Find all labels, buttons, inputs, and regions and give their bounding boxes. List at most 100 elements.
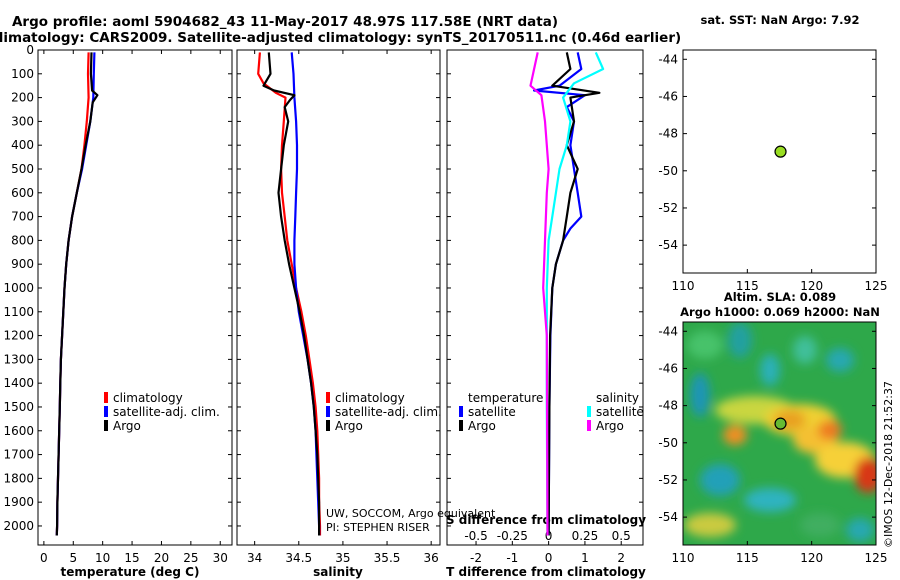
- difference-legend: temperature salinity satellite Argo sate…: [459, 391, 644, 433]
- x-tick-label-tdiff: 2: [617, 551, 625, 565]
- legend-label-argo: Argo: [113, 419, 141, 433]
- x-tick-label-tdiff: 0: [545, 551, 553, 565]
- x-tick-label: 15: [124, 551, 139, 565]
- map-x-tick-label: 115: [736, 551, 759, 565]
- x-tick-label: 35.5: [374, 551, 401, 565]
- argo-position-marker-sla: [774, 417, 787, 430]
- x-tick-label: 10: [95, 551, 110, 565]
- y-tick-label-pressure: 1400: [3, 376, 34, 390]
- legend-label-s-satellite: satellite: [596, 405, 644, 419]
- x-tick-label: 36: [424, 551, 439, 565]
- y-tick-label-pressure: 400: [11, 138, 34, 152]
- map-y-tick-label: -46: [658, 361, 678, 375]
- sla-map-title-line1: Altim. SLA: 0.089: [724, 290, 836, 304]
- map-x-tick-label: 120: [800, 279, 823, 293]
- x-tick-label: 5: [69, 551, 77, 565]
- map-y-tick-label: -52: [658, 473, 678, 487]
- legend-label-climatology: climatology: [335, 391, 405, 405]
- x2-tick-label-sdiff: 0: [545, 529, 553, 543]
- sst-map-panel: [682, 49, 877, 274]
- y-tick-label-pressure: 1000: [3, 281, 34, 295]
- legend-label-argo: Argo: [335, 419, 363, 433]
- legend-swatch-climatology: [104, 392, 108, 403]
- y-tick-label-pressure: 1600: [3, 424, 34, 438]
- chart-marks: 0100200300400500600700800900100011001200…: [3, 43, 887, 565]
- x2-tick-label-sdiff: 0.25: [572, 529, 599, 543]
- y-tick-label-pressure: 200: [11, 91, 34, 105]
- legend-label-t-satellite: satellite: [468, 405, 516, 419]
- map-x-tick-label: 110: [672, 279, 695, 293]
- x2-tick-label-sdiff: 0.5: [612, 529, 631, 543]
- temperature-xlabel: temperature (deg C): [61, 565, 200, 579]
- legend-swatch-satellite: [326, 406, 330, 417]
- legend-swatch-s-argo: [587, 420, 591, 431]
- y-tick-label-pressure: 800: [11, 233, 34, 247]
- legend-label-t-argo: Argo: [468, 419, 496, 433]
- figure-title-line1: Argo profile: aoml 5904682_43 11-May-201…: [12, 14, 558, 30]
- figure-title-line2: Climatology: CARS2009. Satellite-adjuste…: [0, 30, 681, 46]
- legend-swatch-climatology: [326, 392, 330, 403]
- y-tick-label-pressure: 300: [11, 114, 34, 128]
- map-x-tick-label: 120: [800, 551, 823, 565]
- y-tick-label-pressure: 1200: [3, 329, 34, 343]
- y-tick-label-pressure: 1100: [3, 305, 34, 319]
- legend-label-s-argo: Argo: [596, 419, 624, 433]
- map-y-tick-label: -50: [658, 436, 678, 450]
- y-tick-label-pressure: 500: [11, 162, 34, 176]
- sla-map-panel: [682, 321, 877, 546]
- x2-tick-label-sdiff: -0.5: [464, 529, 487, 543]
- legend-swatch-t-argo: [459, 420, 463, 431]
- legend-swatch-satellite: [104, 406, 108, 417]
- map-x-tick-label: 125: [865, 551, 888, 565]
- map-y-tick-label: -48: [658, 127, 678, 141]
- x-tick-label-tdiff: 1: [581, 551, 589, 565]
- map-y-tick-label: -44: [658, 52, 678, 66]
- x-tick-label: 30: [213, 551, 228, 565]
- y-tick-label-pressure: 2000: [3, 519, 34, 533]
- legend-title-salinity: salinity: [596, 391, 639, 405]
- difference-x2label: S difference from climatology: [446, 513, 646, 527]
- y-tick-label-pressure: 1900: [3, 495, 34, 509]
- x2-tick-label-sdiff: -0.25: [497, 529, 528, 543]
- map-x-tick-label: 115: [736, 279, 759, 293]
- credit-line2: PI: STEPHEN RISER: [326, 521, 430, 534]
- y-tick-label-pressure: 1300: [3, 352, 34, 366]
- series-line-difference-s-satellite: [545, 51, 605, 536]
- difference-xlabel: T difference from climatology: [446, 565, 646, 579]
- map-y-tick-label: -46: [658, 89, 678, 103]
- map-y-tick-label: -50: [658, 164, 678, 178]
- series-line-difference-s-argo: [529, 52, 550, 536]
- argo-position-marker-sst: [774, 145, 787, 158]
- y-tick-label-pressure: 1700: [3, 448, 34, 462]
- series-line-difference-t-argo: [547, 52, 601, 536]
- legend-swatch-t-satellite: [459, 406, 463, 417]
- x-tick-label: 34: [247, 551, 262, 565]
- legend-title-temperature: temperature: [468, 391, 543, 405]
- credit-line1: UW, SOCCOM, Argo equivalent: [326, 507, 496, 520]
- x-tick-label: 35: [335, 551, 350, 565]
- sst-map-title: sat. SST: NaN Argo: 7.92: [700, 13, 859, 27]
- y-tick-label-pressure: 1500: [3, 400, 34, 414]
- y-tick-label-pressure: 600: [11, 186, 34, 200]
- y-tick-label-pressure: 0: [26, 43, 34, 57]
- imos-watermark: ©IMOS 12-Dec-2018 21:52:37: [882, 381, 895, 548]
- salinity-panel: [236, 49, 441, 546]
- legend-label-satellite: satellite-adj. clim.: [335, 405, 442, 419]
- y-tick-label-pressure: 900: [11, 257, 34, 271]
- map-y-tick-label: -44: [658, 324, 678, 338]
- map-y-tick-label: -52: [658, 201, 678, 215]
- legend-swatch-s-satellite: [587, 406, 591, 417]
- series-line-salinity-argo: [262, 52, 321, 536]
- x-tick-label-tdiff: -2: [470, 551, 482, 565]
- x-tick-label-tdiff: -1: [506, 551, 518, 565]
- map-y-tick-label: -54: [658, 238, 678, 252]
- salinity-xlabel: salinity: [313, 565, 363, 579]
- temperature-legend: climatology satellite-adj. clim. Argo: [104, 391, 220, 433]
- map-x-tick-label: 125: [865, 279, 888, 293]
- series-line-temperature-argo: [55, 52, 99, 536]
- legend-label-climatology: climatology: [113, 391, 183, 405]
- map-y-tick-label: -48: [658, 399, 678, 413]
- temperature-panel: [37, 49, 233, 546]
- x-tick-label: 0: [40, 551, 48, 565]
